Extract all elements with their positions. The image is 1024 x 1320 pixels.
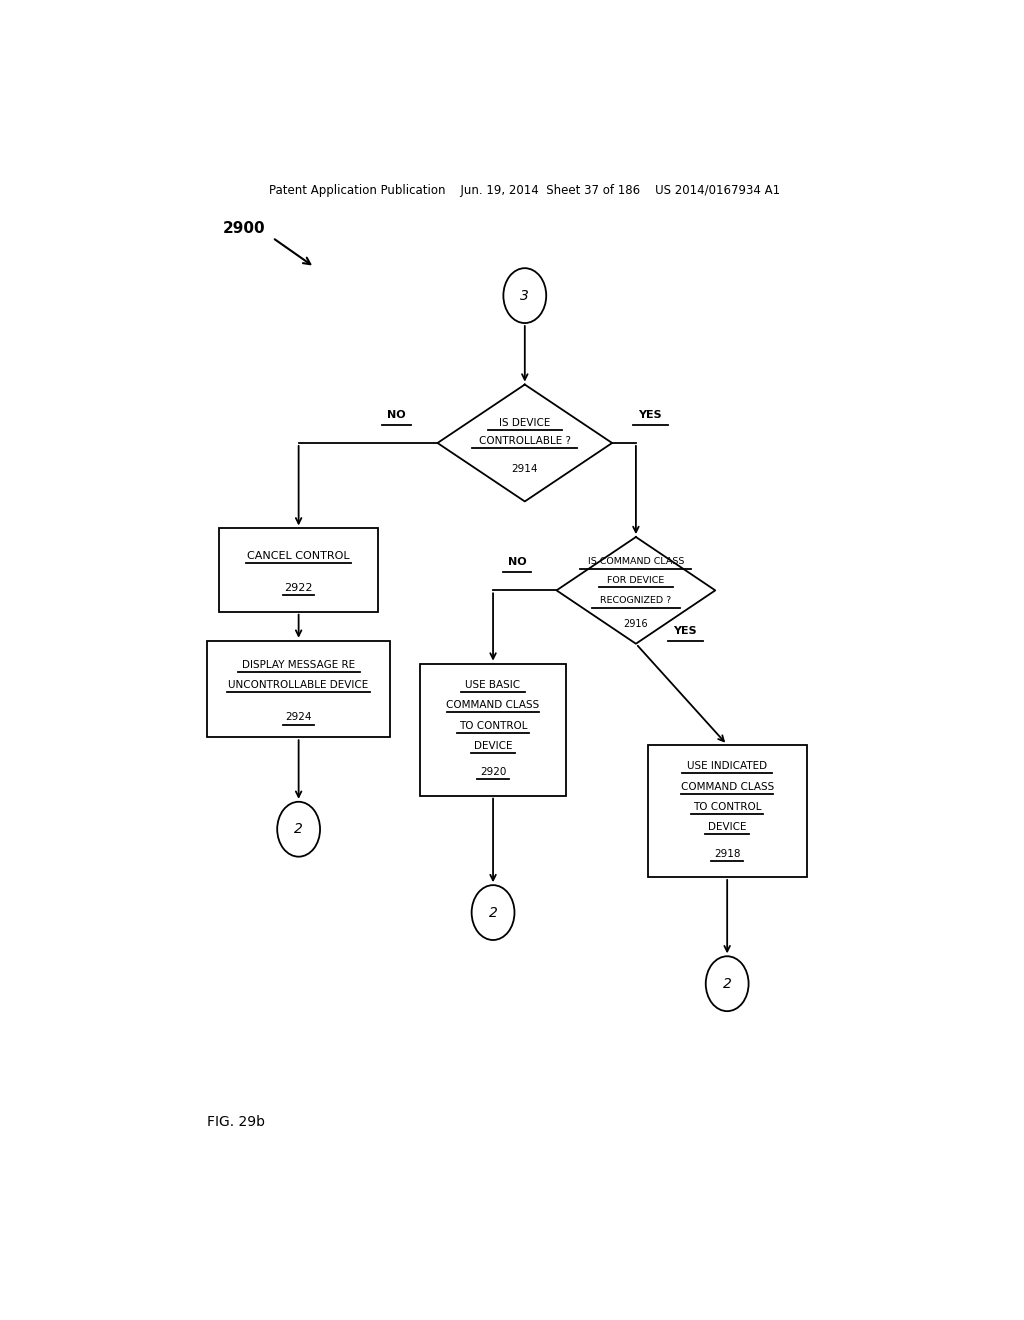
Text: UNCONTROLLABLE DEVICE: UNCONTROLLABLE DEVICE: [228, 680, 369, 690]
Text: NO: NO: [508, 557, 526, 566]
Text: IS DEVICE: IS DEVICE: [499, 417, 551, 428]
Circle shape: [278, 801, 321, 857]
Text: 2: 2: [488, 906, 498, 920]
Text: 3: 3: [520, 289, 529, 302]
Text: RECOGNIZED ?: RECOGNIZED ?: [600, 597, 672, 605]
Text: 2920: 2920: [480, 767, 506, 777]
Text: USE BASIC: USE BASIC: [466, 680, 520, 690]
Text: Patent Application Publication    Jun. 19, 2014  Sheet 37 of 186    US 2014/0167: Patent Application Publication Jun. 19, …: [269, 183, 780, 197]
Bar: [219, 528, 378, 611]
Text: YES: YES: [638, 409, 662, 420]
Text: DEVICE: DEVICE: [708, 822, 746, 832]
Text: TO CONTROL: TO CONTROL: [693, 801, 762, 812]
Text: COMMAND CLASS: COMMAND CLASS: [681, 781, 774, 792]
Text: COMMAND CLASS: COMMAND CLASS: [446, 700, 540, 710]
Text: IS COMMAND CLASS: IS COMMAND CLASS: [588, 557, 684, 566]
Bar: [648, 744, 807, 876]
Circle shape: [472, 886, 514, 940]
Text: FIG. 29b: FIG. 29b: [207, 1115, 265, 1129]
Text: TO CONTROL: TO CONTROL: [459, 721, 527, 730]
Text: FOR DEVICE: FOR DEVICE: [607, 576, 665, 585]
Text: DISPLAY MESSAGE RE: DISPLAY MESSAGE RE: [242, 660, 355, 669]
Text: USE INDICATED: USE INDICATED: [687, 762, 767, 771]
Text: 2922: 2922: [285, 583, 313, 593]
Text: CANCEL CONTROL: CANCEL CONTROL: [248, 550, 350, 561]
Text: 2: 2: [723, 977, 731, 991]
Text: 2924: 2924: [286, 713, 312, 722]
Text: DEVICE: DEVICE: [474, 741, 512, 751]
Text: 2900: 2900: [223, 222, 266, 236]
Bar: [420, 664, 566, 796]
Circle shape: [504, 268, 546, 323]
Bar: [207, 640, 390, 738]
Circle shape: [706, 956, 749, 1011]
Text: 2916: 2916: [624, 619, 648, 628]
Text: 2: 2: [294, 822, 303, 837]
Text: 2918: 2918: [714, 849, 740, 858]
Text: NO: NO: [387, 409, 406, 420]
Text: YES: YES: [674, 626, 697, 636]
Text: 2914: 2914: [512, 465, 538, 474]
Text: CONTROLLABLE ?: CONTROLLABLE ?: [479, 436, 570, 446]
